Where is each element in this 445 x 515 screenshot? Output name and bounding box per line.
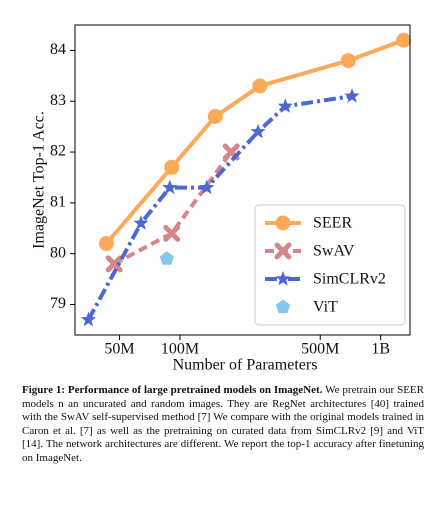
data-point: [164, 159, 180, 175]
legend-box: [254, 204, 406, 326]
legend-label: SEER: [313, 215, 352, 232]
y-tick-label: 83: [50, 92, 66, 109]
legend-label: ViT: [313, 299, 338, 316]
data-point: [105, 255, 123, 273]
legend-label: SimCLRv2: [313, 271, 386, 288]
legend-label: SwAV: [313, 243, 355, 260]
data-point: [162, 179, 178, 195]
plot-frame: [74, 24, 411, 336]
y-axis-label: ImageNet Top-1 Acc.: [31, 111, 48, 249]
data-point: [207, 108, 223, 124]
series-line: [113, 150, 233, 266]
caption: Figure 1: Performance of large pretraine…: [22, 384, 424, 466]
legend-marker: [275, 271, 291, 286]
caption-text: We pretrain our SEER models n an uncurat…: [22, 384, 424, 464]
y-tick-label: 81: [50, 194, 66, 211]
data-point: [80, 311, 96, 327]
data-point: [163, 224, 181, 242]
caption-label: Figure 1: Performance of large pretraine…: [22, 384, 323, 396]
legend-marker: [275, 215, 291, 231]
data-point: [98, 236, 114, 252]
data-point: [252, 78, 268, 94]
chart: Number of Parameters ImageNet Top-1 Acc.…: [31, 24, 412, 374]
x-tick-label: 500M: [301, 341, 339, 358]
y-tick-label: 82: [50, 143, 66, 160]
x-tick-label: 1B: [371, 341, 390, 358]
y-tick-label: 80: [50, 244, 66, 261]
data-point: [250, 123, 266, 139]
data-point: [344, 88, 360, 103]
data-point: [340, 53, 356, 69]
x-tick-label: 50M: [104, 341, 134, 358]
data-point: [133, 215, 149, 230]
x-tick-label: 100M: [161, 341, 199, 358]
legend-marker: [275, 299, 291, 314]
data-point: [396, 32, 412, 48]
series-line: [104, 38, 405, 245]
y-tick-label: 84: [50, 41, 66, 58]
data-point: [199, 179, 215, 195]
x-axis-label: Number of Parameters: [173, 357, 318, 374]
data-point: [159, 251, 174, 265]
y-tick-label: 79: [50, 295, 66, 312]
data-point: [277, 98, 293, 113]
legend-marker: [274, 242, 292, 260]
